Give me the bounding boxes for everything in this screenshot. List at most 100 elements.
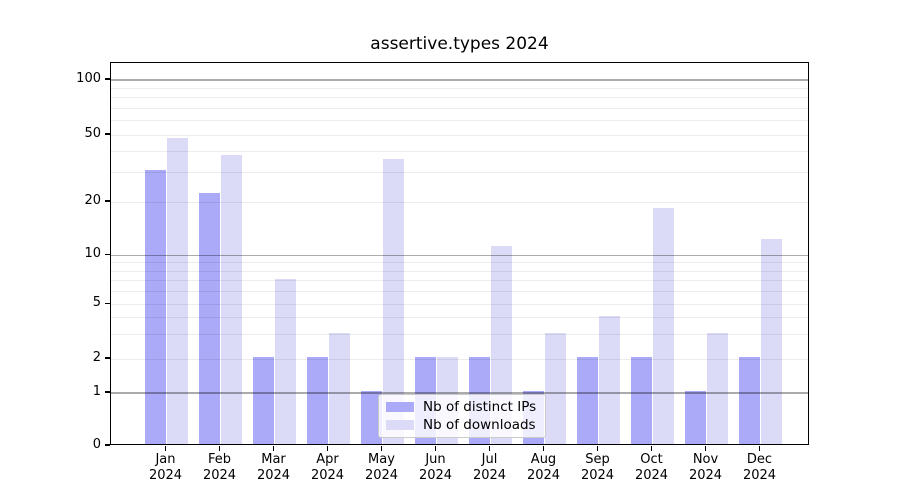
gridline-minor-90 [111,87,808,89]
bar-jan-nb-of-downloads [166,137,189,444]
y-tick-dash-100 [105,78,110,80]
x-tick-label-jan: Jan 2024 [134,452,198,484]
legend-item-downloads: Nb of downloads [386,417,538,433]
x-tick-year-may: 2024 [364,468,399,483]
gridline-minor-40 [111,150,808,152]
x-tick-year-jul: 2024 [472,468,507,483]
y-tick-label-5: 5 [92,295,101,311]
x-tick-label-oct: Oct 2024 [620,452,684,484]
bar-oct-nb-of-downloads [652,208,675,444]
bar-aug-nb-of-downloads [544,332,567,444]
x-tick-dash-aug [542,446,545,451]
gridline-minor-4 [111,317,808,319]
chart-title: assertive.types 2024 [370,34,549,54]
legend-swatch-distinct-ips [386,402,414,412]
bar-may-nb-of-distinct-ips [360,391,383,444]
x-tick-year-jan: 2024 [148,468,183,483]
bar-oct-nb-of-distinct-ips [630,357,653,444]
x-tick-label-jun: Jun 2024 [404,452,468,484]
y-tick-dash-1 [105,391,110,393]
x-tick-label-aug: Aug 2024 [512,452,576,484]
gridline-minor-30 [111,171,808,173]
gridline-minor-2 [111,358,808,360]
bar-apr-nb-of-distinct-ips [306,357,329,444]
legend-label-downloads: Nb of downloads [423,417,536,433]
gridline-minor-5 [111,303,808,305]
x-tick-year-dec: 2024 [742,468,777,483]
x-tick-dash-jun [434,446,437,451]
x-tick-dash-jul [488,446,491,451]
gridline-major-1 [111,392,808,394]
y-tick-dash-2 [105,357,110,359]
x-tick-dash-oct [650,446,653,451]
y-tick-dash-10 [105,253,110,255]
bar-apr-nb-of-downloads [328,332,351,444]
x-tick-label-may: May 2024 [350,452,414,484]
gridline-minor-60 [111,120,808,122]
gridline-major-100 [111,79,808,81]
x-tick-label-dec: Dec 2024 [728,452,792,484]
gridline-minor-6 [111,290,808,292]
y-tick-label-0: 0 [92,437,101,452]
gridline-major-10 [111,254,808,256]
legend: Nb of distinct IPs Nb of downloads [378,394,546,438]
x-tick-label-jul: Jul 2024 [458,452,522,484]
y-tick-label-20: 20 [84,193,101,208]
gridline-minor-80 [111,97,808,99]
y-tick-label-2: 2 [92,350,101,365]
y-tick-dash-0 [105,444,110,446]
plot-area: Nb of distinct IPs Nb of downloads [110,62,809,445]
x-tick-dash-may [380,446,383,451]
x-tick-label-feb: Feb 2024 [188,452,252,484]
x-tick-dash-mar [272,446,275,451]
x-tick-label-nov: Nov 2024 [674,452,738,484]
bar-nov-nb-of-distinct-ips [684,391,707,444]
bar-jan-nb-of-distinct-ips [144,170,167,444]
x-tick-label-sep: Sep 2024 [566,452,630,484]
bar-sep-nb-of-distinct-ips [576,357,599,444]
legend-item-distinct-ips: Nb of distinct IPs [386,399,538,415]
x-tick-year-aug: 2024 [526,468,561,483]
y-tick-label-100: 100 [76,71,101,86]
bar-mar-nb-of-downloads [274,278,297,444]
bar-dec-nb-of-downloads [760,239,783,444]
bar-feb-nb-of-distinct-ips [198,193,221,444]
bar-nov-nb-of-downloads [706,332,729,444]
x-tick-year-nov: 2024 [688,468,723,483]
x-tick-year-feb: 2024 [202,468,237,483]
gridline-minor-8 [111,270,808,272]
bar-dec-nb-of-distinct-ips [738,357,761,444]
gridline-minor-50 [111,134,808,136]
y-tick-dash-20 [105,200,110,202]
legend-swatch-downloads [386,420,414,430]
x-tick-label-apr: Apr 2024 [296,452,360,484]
x-tick-dash-sep [596,446,599,451]
y-tick-dash-5 [105,302,110,304]
x-tick-dash-feb [218,446,221,451]
gridline-minor-7 [111,280,808,281]
bar-may-nb-of-downloads [382,159,405,444]
x-tick-year-sep: 2024 [580,468,615,483]
bar-sep-nb-of-downloads [598,315,621,444]
x-tick-label-mar: Mar 2024 [242,452,306,484]
x-tick-year-apr: 2024 [310,468,345,483]
x-tick-year-oct: 2024 [634,468,669,483]
x-tick-year-jun: 2024 [418,468,453,483]
gridline-minor-3 [111,334,808,336]
gridline-minor-9 [111,262,808,264]
gridline-minor-70 [111,107,808,109]
legend-label-distinct-ips: Nb of distinct IPs [423,399,537,415]
x-tick-year-mar: 2024 [256,468,291,483]
y-tick-label-10: 10 [84,246,101,262]
y-tick-label-50: 50 [84,126,101,141]
x-tick-dash-jan [164,446,167,451]
gridline-minor-20 [111,201,808,203]
bar-feb-nb-of-downloads [220,155,243,444]
bar-mar-nb-of-distinct-ips [252,357,275,444]
x-tick-dash-apr [326,446,329,451]
x-tick-dash-nov [704,446,707,451]
y-tick-dash-50 [105,133,110,135]
y-tick-label-1: 1 [92,384,101,399]
x-tick-dash-dec [758,446,761,451]
